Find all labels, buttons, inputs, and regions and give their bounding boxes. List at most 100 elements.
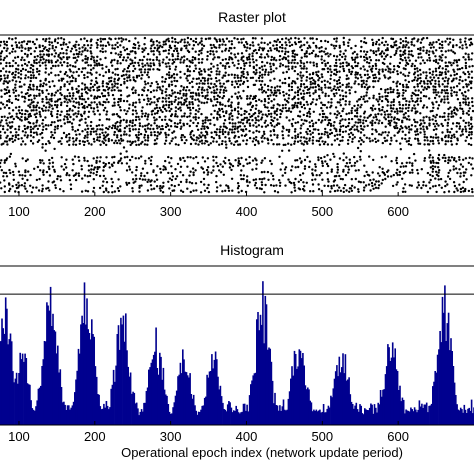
spike-dot [44,71,47,74]
histogram-bar [169,413,172,425]
spike-dot [186,79,189,82]
spike-dot [14,134,17,137]
spike-dot [281,162,284,165]
spike-dot [5,88,8,92]
spike-dot [407,46,410,49]
spike-dot [128,165,131,168]
spike-dot [364,53,368,56]
spike-dot [411,62,414,66]
histogram-bar [237,412,240,425]
spike-dot [426,82,429,86]
spike-dot [39,85,42,88]
histogram-bar [74,392,76,425]
spike-dot [431,70,435,73]
spike-dot [96,128,99,131]
spike-dot [325,162,329,166]
spike-dot [36,133,39,136]
spike-dot [50,99,53,103]
spike-dot [291,124,294,128]
spike-dot [228,58,231,61]
histogram-bar [388,347,390,425]
spike-dot [111,71,115,74]
spike-dot [395,124,398,127]
spike-dot [444,180,447,183]
spike-dot [105,113,108,116]
spike-dot [299,71,302,74]
spike-dot [467,76,470,79]
spike-dot [93,101,96,104]
histogram-bar [81,315,83,425]
spike-dot [339,98,342,101]
spike-dot [92,110,95,113]
spike-dot [186,41,189,44]
spike-dot [194,98,197,101]
histogram-bar [271,380,274,425]
spike-dot [0,181,2,184]
spike-dot [53,40,57,43]
spike-dot [158,59,161,62]
spike-dot [411,168,414,172]
spike-dot [404,67,407,71]
spike-dot [230,131,234,134]
spike-dot [324,62,327,66]
spike-dot [326,171,329,175]
spike-dot [156,86,159,89]
spike-dot [432,91,435,94]
spike-dot [386,94,389,98]
spike-dot [238,125,242,128]
spike-dot [139,174,143,177]
spike-dot [437,124,440,127]
spike-dot [455,142,458,146]
spike-dot [18,118,22,121]
spike-dot [438,58,441,61]
spike-dot [146,143,149,146]
spike-dot [171,54,174,58]
spike-dot [101,44,105,47]
spike-dot [305,140,308,144]
histogram-bar [21,353,24,425]
spike-dot [32,88,35,91]
spike-dot [38,45,41,49]
spike-dot [396,110,399,113]
spike-dot [282,143,285,147]
spike-dot [101,124,104,127]
spike-dot [350,117,354,121]
spike-dot [171,137,174,140]
spike-dot [410,128,413,131]
spike-dot [385,109,389,113]
spike-dot [338,46,341,49]
spike-dot [174,113,177,116]
spike-dot [27,70,30,74]
spike-dot [92,59,96,62]
spike-dot [149,159,153,162]
spike-dot [261,178,264,181]
spike-dot [284,37,288,40]
spike-dot [45,37,48,41]
spike-dot [31,186,35,189]
spike-dot [120,40,123,43]
spike-dot [293,189,297,192]
spike-dot [350,109,353,113]
histogram-bar [248,395,251,425]
spike-dot [156,165,159,168]
spike-dot [125,121,128,124]
spike-dot [0,187,3,190]
spike-dot [455,160,458,163]
spike-dot [299,59,302,62]
spike-dot [437,91,440,94]
spike-dot [353,128,356,131]
histogram-bar [209,371,212,425]
spike-dot [419,41,423,44]
spike-dot [192,189,195,192]
spike-dot [23,100,26,103]
spike-dot [125,181,128,184]
spike-dot [65,134,68,137]
spike-dot [315,71,318,74]
spike-dot [48,174,52,177]
spike-dot [229,104,233,107]
spike-dot [41,49,44,53]
spike-dot [77,112,80,116]
spike-dot [237,79,240,83]
histogram-bar [211,354,213,425]
spike-dot [17,116,20,120]
